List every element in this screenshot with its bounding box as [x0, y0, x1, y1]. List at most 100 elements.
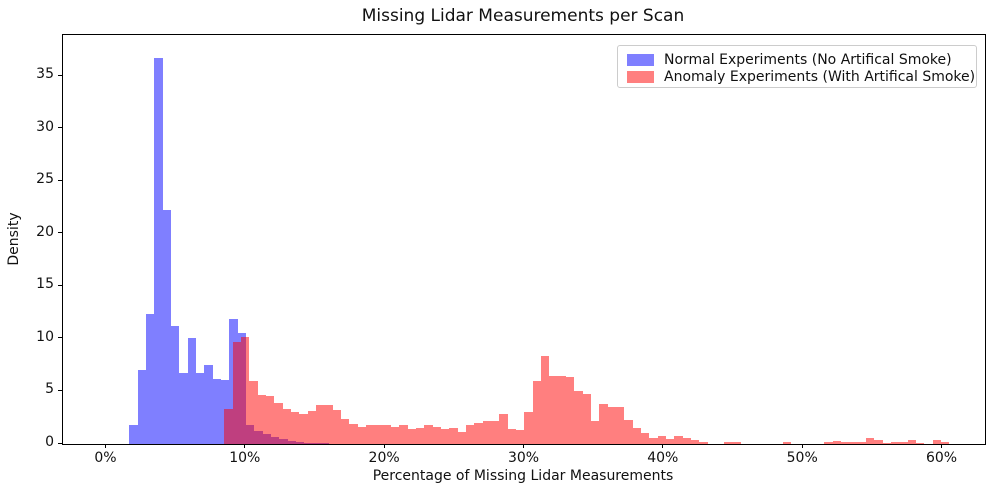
anomaly-histogram-bar [565, 376, 575, 444]
anomaly-histogram-bar [316, 405, 325, 444]
anomaly-histogram-bar [540, 355, 550, 444]
normal-histogram-bar [162, 209, 171, 444]
anomaly-histogram-bar [307, 411, 316, 444]
y-axis-label: Density [6, 212, 22, 266]
anomaly-histogram-bar [382, 425, 391, 444]
y-tick-label: 15 [36, 276, 54, 293]
anomaly-histogram-bar [357, 427, 366, 444]
anomaly-histogram-bar [374, 424, 383, 444]
anomaly-histogram-bar [507, 429, 516, 444]
y-tick-label: 25 [36, 171, 54, 188]
x-tick-mark [941, 444, 942, 448]
anomaly-histogram-bar [332, 410, 341, 444]
anomaly-histogram-bar [291, 412, 300, 444]
legend-entry-anomaly: Anomaly Experiments (With Artifical Smok… [627, 68, 975, 85]
x-tick-label: 0% [94, 450, 117, 466]
anomaly-histogram-bar [582, 393, 591, 444]
y-tick-mark [58, 179, 62, 181]
anomaly-histogram-bar [932, 440, 941, 444]
anomaly-histogram-bar [490, 420, 500, 444]
y-tick-mark [58, 232, 62, 234]
anomaly-histogram-bar [257, 394, 266, 444]
anomaly-histogram-bar [940, 442, 950, 444]
anomaly-histogram-bar [824, 441, 833, 444]
y-tick-label: 10 [36, 328, 54, 345]
x-tick-label: 10% [229, 450, 261, 466]
anomaly-histogram-bar [640, 432, 650, 444]
normal-histogram-bar [129, 424, 138, 444]
anomaly-histogram-bar [274, 403, 283, 444]
anomaly-histogram-bar [349, 424, 358, 444]
anomaly-histogram-bar [649, 437, 658, 444]
anomaly-histogram-bar [632, 428, 641, 444]
legend-entry-normal: Normal Experiments (No Artifical Smoke) [627, 51, 968, 68]
normal-histogram-bar [195, 372, 205, 444]
anomaly-histogram-bar [849, 441, 858, 444]
anomaly-histogram-bar [840, 441, 850, 444]
anomaly-histogram-bar [324, 405, 333, 444]
anomaly-histogram-bar [657, 436, 666, 444]
x-tick-label: 20% [368, 450, 400, 466]
normal-series-swatch [627, 53, 654, 66]
normal-histogram-bar [204, 365, 213, 444]
anomaly-histogram-bar [890, 441, 900, 444]
anomaly-histogram-bar [874, 439, 883, 444]
anomaly-histogram-bar [549, 375, 558, 444]
anomaly-histogram-bar [266, 395, 275, 444]
y-tick-label: 0 [45, 434, 54, 450]
y-tick-label: 35 [36, 66, 54, 82]
anomaly-histogram-bar [882, 442, 891, 444]
normal-histogram-bar [170, 326, 180, 444]
anomaly-histogram-bar [232, 342, 242, 444]
plot-area [62, 34, 986, 445]
anomaly-histogram-bar [399, 425, 408, 444]
anomaly-histogram-bar [441, 429, 450, 444]
legend: Normal Experiments (No Artifical Smoke) … [617, 45, 977, 88]
anomaly-histogram-bar [465, 425, 475, 444]
x-axis-label: Percentage of Missing Lidar Measurements [372, 468, 674, 484]
anomaly-histogram-bar [899, 441, 908, 444]
anomaly-histogram-bar [449, 428, 458, 444]
normal-histogram-bar [137, 370, 146, 444]
normal-histogram-bar [154, 58, 163, 444]
anomaly-histogram-bar [482, 420, 491, 444]
anomaly-histogram-bar [624, 419, 633, 444]
anomaly-histogram-bar [699, 441, 708, 444]
anomaly-histogram-bar [249, 380, 258, 444]
x-tick-mark [383, 444, 385, 448]
anomaly-histogram-bar [299, 413, 308, 444]
normal-histogram-bar [187, 337, 196, 444]
x-tick-label: 60% [925, 450, 958, 466]
x-tick-label: 40% [647, 450, 679, 466]
y-tick-label: 30 [36, 118, 54, 135]
anomaly-histogram-bar [682, 438, 691, 444]
x-tick-mark [662, 444, 664, 448]
x-tick-mark [244, 444, 246, 448]
y-tick-mark [58, 284, 62, 286]
y-tick-mark [58, 442, 62, 444]
anomaly-histogram-bar [724, 441, 733, 444]
anomaly-histogram-bar [782, 442, 791, 444]
anomaly-histogram-bar [407, 429, 416, 444]
normal-histogram-bar [145, 313, 155, 444]
anomaly-histogram-bar [515, 430, 525, 444]
x-tick-mark [105, 444, 106, 448]
anomaly-histogram-bar [732, 441, 741, 444]
x-tick-label: 30% [507, 450, 540, 466]
anomaly-histogram-bar [366, 425, 375, 444]
anomaly-histogram-bar [557, 375, 566, 444]
x-tick-mark [523, 444, 524, 448]
legend-label-normal: Normal Experiments (No Artifical Smoke) [664, 51, 952, 68]
anomaly-histogram-bar [574, 391, 583, 444]
anomaly-histogram-bar [690, 440, 700, 444]
anomaly-histogram-bar [416, 428, 425, 444]
anomaly-series-swatch [627, 70, 654, 83]
anomaly-histogram-bar [282, 409, 291, 444]
anomaly-histogram-bar [832, 441, 841, 444]
y-tick-label: 5 [45, 381, 54, 398]
anomaly-histogram-bar [665, 439, 675, 444]
y-tick-mark [58, 337, 62, 339]
anomaly-histogram-bar [391, 427, 400, 444]
anomaly-histogram-bar [599, 404, 608, 444]
y-tick-mark [58, 127, 62, 129]
